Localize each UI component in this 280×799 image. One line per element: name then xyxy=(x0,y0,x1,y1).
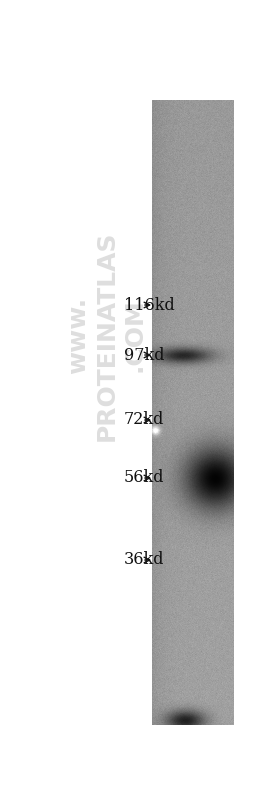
Text: 116kd: 116kd xyxy=(124,296,175,313)
Text: 72kd: 72kd xyxy=(124,411,164,428)
Text: www.
PROTEINATLAS
.COM: www. PROTEINATLAS .COM xyxy=(67,230,146,441)
Text: 97kd: 97kd xyxy=(124,347,165,364)
Text: 56kd: 56kd xyxy=(124,470,165,487)
Text: 36kd: 36kd xyxy=(124,551,165,569)
